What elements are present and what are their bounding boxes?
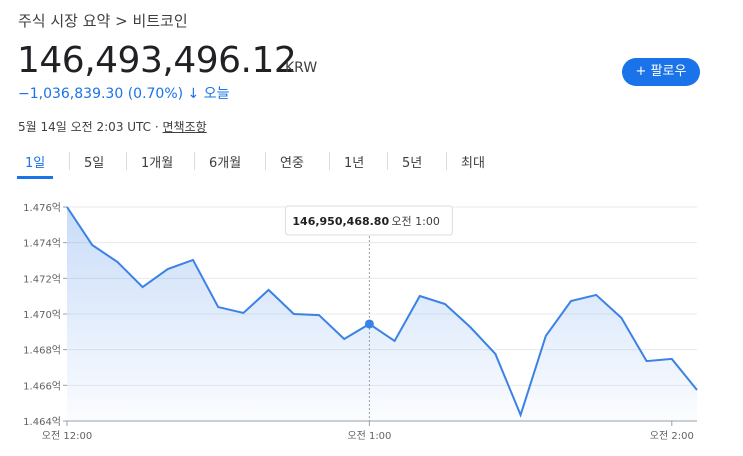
tab-separator xyxy=(69,152,70,170)
tab[interactable]: 연중 xyxy=(280,156,304,171)
tab-separator xyxy=(194,152,195,170)
y-tick-label: 1.474억 xyxy=(23,238,61,250)
tab[interactable]: 5일 xyxy=(84,156,105,171)
tab[interactable]: 5년 xyxy=(402,156,423,171)
tooltip-value: 146,950,468.80 xyxy=(292,215,389,228)
tooltip-time: 오전 1:00 xyxy=(391,215,439,228)
change: −1,036,839.30 (0.70%) ↓ 오늘 xyxy=(18,86,230,102)
tab-separator xyxy=(329,152,330,170)
breadcrumb[interactable]: 주식 시장 요약 > 비트코인 xyxy=(18,12,188,30)
y-tick-label: 1.464억 xyxy=(23,416,61,428)
y-tick-label: 1.470억 xyxy=(23,309,61,321)
x-tick-label: 오전 2:00 xyxy=(650,430,694,442)
tab[interactable]: 6개월 xyxy=(209,156,242,171)
tab-separator xyxy=(387,152,388,170)
tab[interactable]: 1년 xyxy=(344,156,365,171)
price: 146,493,496.12 xyxy=(17,40,297,81)
x-tick-label: 오전 1:00 xyxy=(347,430,391,442)
timestamp: 5월 14일 오전 2:03 UTC · 면책조항 xyxy=(18,118,207,135)
currency: KRW xyxy=(285,60,318,76)
y-tick-label: 1.466억 xyxy=(23,380,61,392)
y-tick-label: 1.468억 xyxy=(23,345,61,357)
follow-label: 팔로우 xyxy=(650,64,687,79)
tab[interactable]: 1개월 xyxy=(141,156,174,171)
tooltip xyxy=(284,205,453,236)
tab[interactable]: 최대 xyxy=(461,156,485,171)
tab-separator xyxy=(446,152,447,170)
tab-separator xyxy=(126,152,127,170)
line xyxy=(66,206,698,418)
follow-button[interactable]: + 팔로우 xyxy=(622,58,700,86)
timestamp-text: 5월 14일 오전 2:03 UTC · xyxy=(18,120,163,134)
area xyxy=(67,207,697,421)
x-tick-label: 오전 12:00 xyxy=(42,430,92,442)
disclaimer-link[interactable]: 면책조항 xyxy=(162,120,207,134)
y-tick-label: 1.472억 xyxy=(23,273,61,285)
tab[interactable]: 1일 xyxy=(17,152,54,179)
highlight-point xyxy=(364,319,374,329)
y-tick-label: 1.476억 xyxy=(23,202,61,214)
tab-separator xyxy=(265,152,266,170)
change-value: −1,036,839.30 (0.70%) xyxy=(18,86,184,102)
change-period: 오늘 xyxy=(203,86,230,102)
